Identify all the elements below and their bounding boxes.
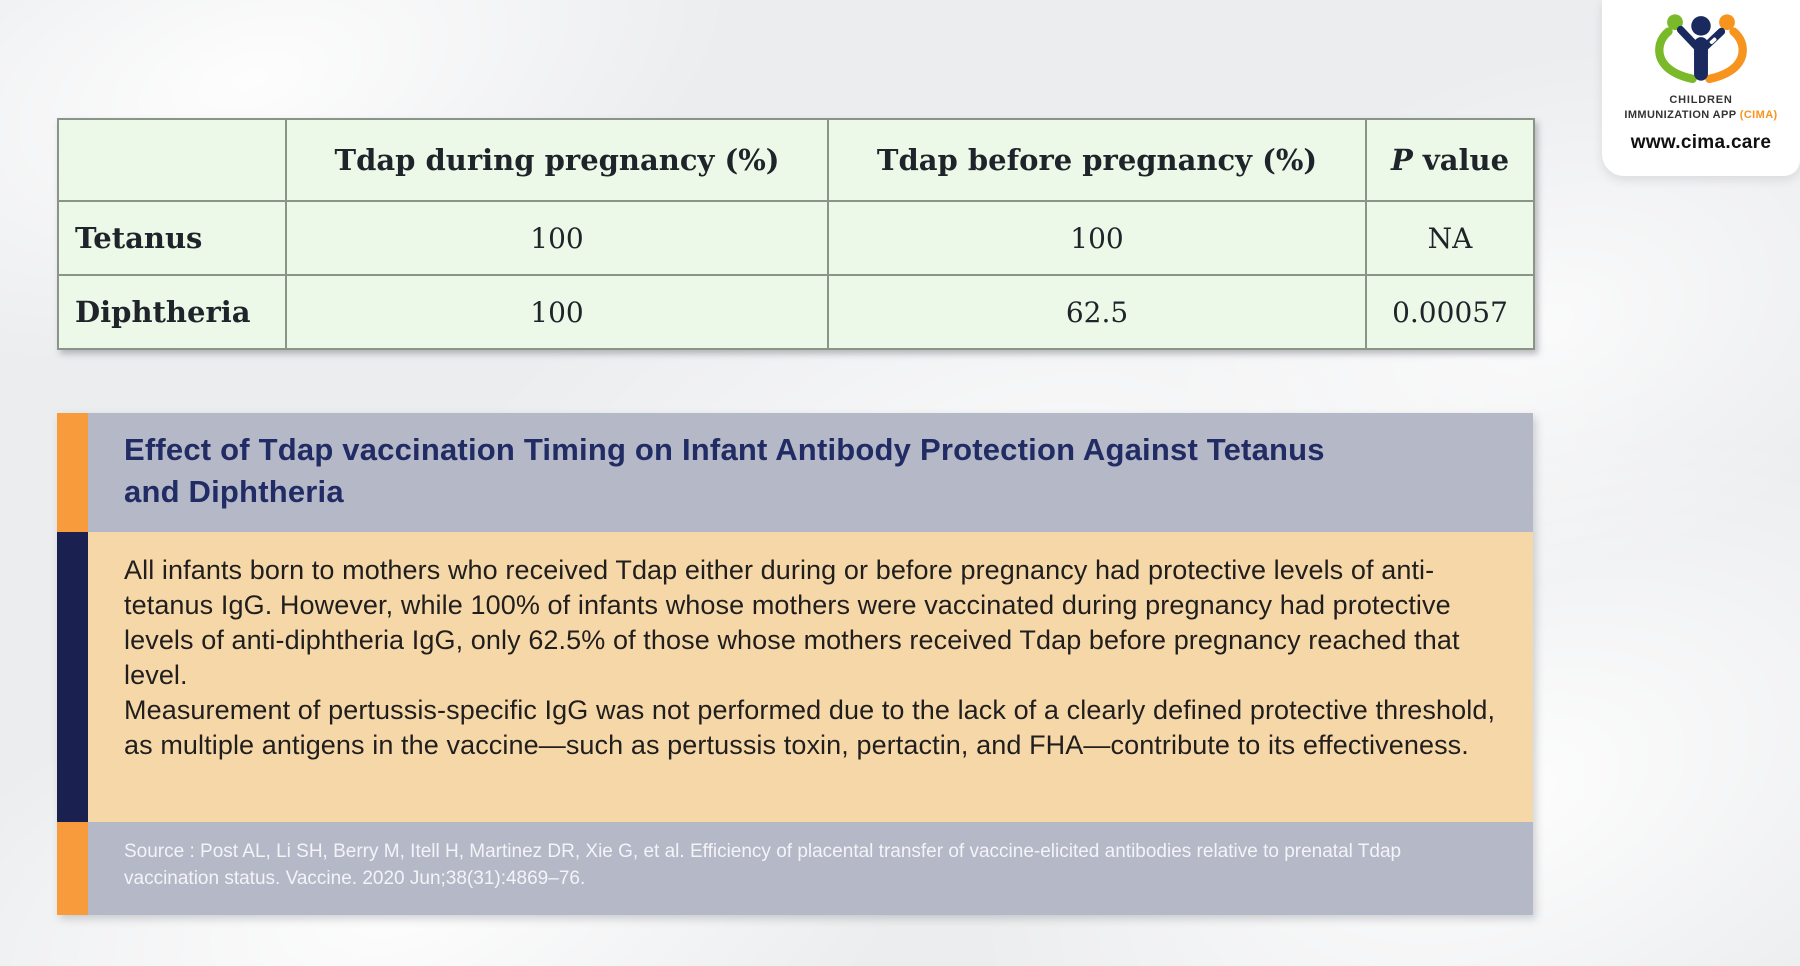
- summary-infobox: Effect of Tdap vaccination Timing on Inf…: [57, 413, 1533, 915]
- body-paragraph-2: Measurement of pertussis-specific IgG wa…: [124, 695, 1496, 760]
- infobox-body-block: All infants born to mothers who received…: [57, 532, 1533, 822]
- row-label-tetanus: Tetanus: [57, 200, 287, 276]
- title-accent-bar: [57, 413, 88, 532]
- cima-logo-card: CHILDREN IMMUNIZATION APP (CIMA) www.cim…: [1602, 0, 1800, 176]
- infobox-title-line2: and Diphtheria: [124, 474, 344, 509]
- tetanus-before-value: 100: [827, 200, 1367, 276]
- tetanus-p-value: NA: [1365, 200, 1535, 276]
- logo-app-name-line1: CHILDREN: [1669, 94, 1733, 106]
- table-header-empty: [57, 118, 287, 202]
- infobox-body-text: All infants born to mothers who received…: [88, 532, 1533, 822]
- logo-app-name-line2: IMMUNIZATION APP (CIMA): [1602, 109, 1800, 121]
- p-value-italic-p: P: [1390, 143, 1413, 177]
- cima-logo-icon: [1655, 14, 1747, 84]
- table-row-diphtheria: Diphtheria 100 62.5 0.00057: [57, 274, 1535, 350]
- infobox-title-block: Effect of Tdap vaccination Timing on Inf…: [57, 413, 1533, 532]
- logo-app-abbrev: (CIMA): [1739, 109, 1778, 121]
- tetanus-during-value: 100: [285, 200, 829, 276]
- table-header-tdap-during: Tdap during pregnancy (%): [285, 118, 829, 202]
- antibody-protection-table: Tdap during pregnancy (%) Tdap before pr…: [57, 118, 1535, 350]
- p-value-rest: value: [1422, 143, 1510, 177]
- body-accent-bar: [57, 532, 88, 822]
- diphtheria-before-value: 62.5: [827, 274, 1367, 350]
- source-accent-bar: [57, 822, 88, 915]
- infobox-source-block: Source : Post AL, Li SH, Berry M, Itell …: [57, 822, 1533, 915]
- logo-app-name-text: IMMUNIZATION APP: [1624, 109, 1737, 121]
- body-paragraph-1: All infants born to mothers who received…: [124, 555, 1460, 690]
- diphtheria-during-value: 100: [285, 274, 829, 350]
- infobox-title-line1: Effect of Tdap vaccination Timing on Inf…: [124, 432, 1325, 467]
- table-header-row: Tdap during pregnancy (%) Tdap before pr…: [57, 118, 1535, 202]
- infobox-title: Effect of Tdap vaccination Timing on Inf…: [88, 413, 1533, 532]
- table-row-tetanus: Tetanus 100 100 NA: [57, 200, 1535, 276]
- table-header-p-value: P value: [1365, 118, 1535, 202]
- row-label-diphtheria: Diphtheria: [57, 274, 287, 350]
- website-url: www.cima.care: [1630, 132, 1772, 153]
- diphtheria-p-value: 0.00057: [1365, 274, 1535, 350]
- table-header-tdap-before: Tdap before pregnancy (%): [827, 118, 1367, 202]
- source-citation: Source : Post AL, Li SH, Berry M, Itell …: [88, 822, 1533, 915]
